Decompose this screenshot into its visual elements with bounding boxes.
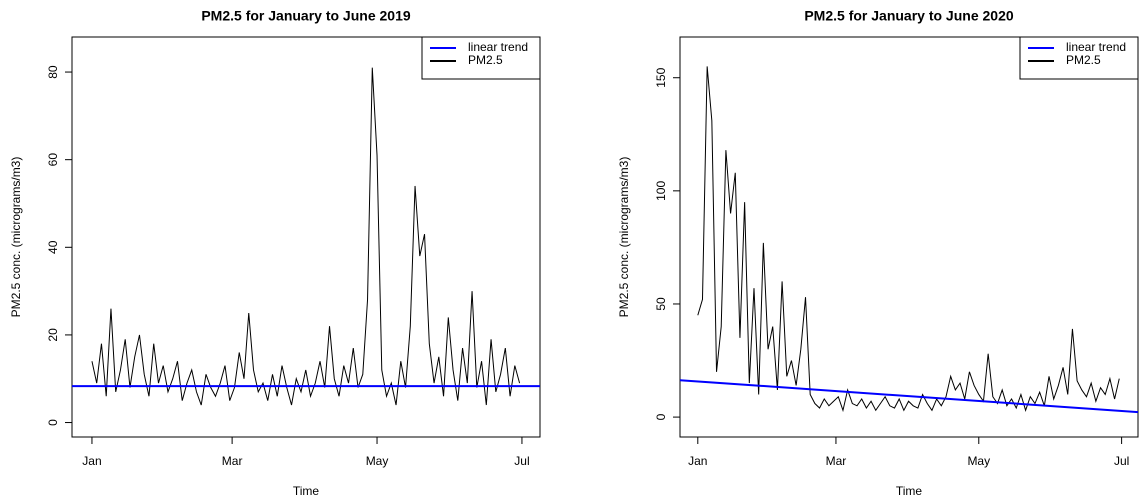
x-axis-title: Time — [896, 484, 923, 498]
y-axis-title: PM2.5 conc. (micrograms/m3) — [9, 157, 23, 318]
y-tick-label: 100 — [654, 181, 668, 201]
series-line — [91, 67, 521, 406]
panel: PM2.5 for January to June 2019 0 20 40 60 80 J… — [9, 8, 541, 498]
x-tick-label: Jul — [1114, 454, 1129, 468]
legend-box — [421, 36, 541, 80]
y-tick-label: 0 — [46, 419, 60, 426]
legend-label: linear trend — [1066, 40, 1126, 54]
y-tick-label: 50 — [654, 297, 668, 311]
x-tick-label: Mar — [826, 454, 847, 468]
y-tick-label: 150 — [654, 67, 668, 87]
y-tick-label: 0 — [654, 413, 668, 420]
chart-title: PM2.5 for January to June 2020 — [804, 8, 1014, 24]
series-line — [679, 379, 1139, 414]
x-tick-label: Jan — [82, 454, 101, 468]
plot-box — [71, 36, 541, 438]
x-tick-label: Mar — [222, 454, 243, 468]
x-tick-label: May — [967, 454, 990, 468]
legend-label: linear trend — [468, 40, 528, 54]
chart-title: PM2.5 for January to June 2019 — [201, 8, 411, 24]
y-tick-label: 80 — [46, 65, 60, 79]
x-tick-label: Jan — [688, 454, 707, 468]
x-tick-label: May — [366, 454, 389, 468]
y-tick-label: 40 — [46, 240, 60, 254]
series-line — [697, 66, 1120, 413]
legend-box — [1019, 36, 1139, 80]
panel: PM2.5 for January to June 2020 0 50 100 150 J… — [617, 8, 1139, 498]
x-axis-title: Time — [293, 484, 320, 498]
y-tick-label: 60 — [46, 153, 60, 167]
y-tick-label: 20 — [46, 328, 60, 342]
legend-label: PM2.5 — [1066, 53, 1101, 67]
legend-label: PM2.5 — [468, 53, 503, 67]
x-tick-label: Jul — [514, 454, 529, 468]
y-axis-title: PM2.5 conc. (micrograms/m3) — [617, 157, 631, 318]
